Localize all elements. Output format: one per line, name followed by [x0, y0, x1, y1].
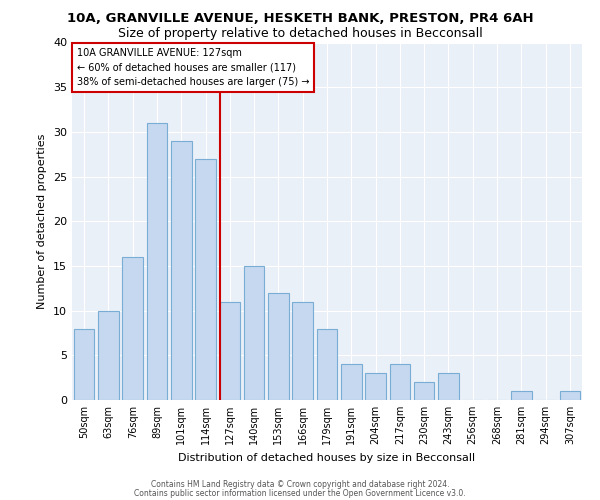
- Bar: [146, 123, 167, 400]
- Bar: [511, 391, 532, 400]
- Text: 10A GRANVILLE AVENUE: 127sqm
← 60% of detached houses are smaller (117)
38% of s: 10A GRANVILLE AVENUE: 127sqm ← 60% of de…: [77, 48, 310, 88]
- Text: 10A, GRANVILLE AVENUE, HESKETH BANK, PRESTON, PR4 6AH: 10A, GRANVILLE AVENUE, HESKETH BANK, PRE…: [67, 12, 533, 26]
- Text: Contains public sector information licensed under the Open Government Licence v3: Contains public sector information licen…: [134, 488, 466, 498]
- Bar: [74, 328, 94, 400]
- Bar: [414, 382, 434, 400]
- Y-axis label: Number of detached properties: Number of detached properties: [37, 134, 47, 309]
- Bar: [317, 328, 337, 400]
- Bar: [365, 373, 386, 400]
- Text: Contains HM Land Registry data © Crown copyright and database right 2024.: Contains HM Land Registry data © Crown c…: [151, 480, 449, 489]
- Bar: [195, 158, 216, 400]
- Bar: [292, 302, 313, 400]
- Bar: [268, 293, 289, 400]
- Bar: [244, 266, 265, 400]
- Bar: [122, 257, 143, 400]
- X-axis label: Distribution of detached houses by size in Becconsall: Distribution of detached houses by size …: [178, 452, 476, 462]
- Bar: [171, 141, 191, 400]
- Bar: [438, 373, 459, 400]
- Bar: [560, 391, 580, 400]
- Bar: [389, 364, 410, 400]
- Bar: [341, 364, 362, 400]
- Bar: [98, 310, 119, 400]
- Text: Size of property relative to detached houses in Becconsall: Size of property relative to detached ho…: [118, 28, 482, 40]
- Bar: [220, 302, 240, 400]
